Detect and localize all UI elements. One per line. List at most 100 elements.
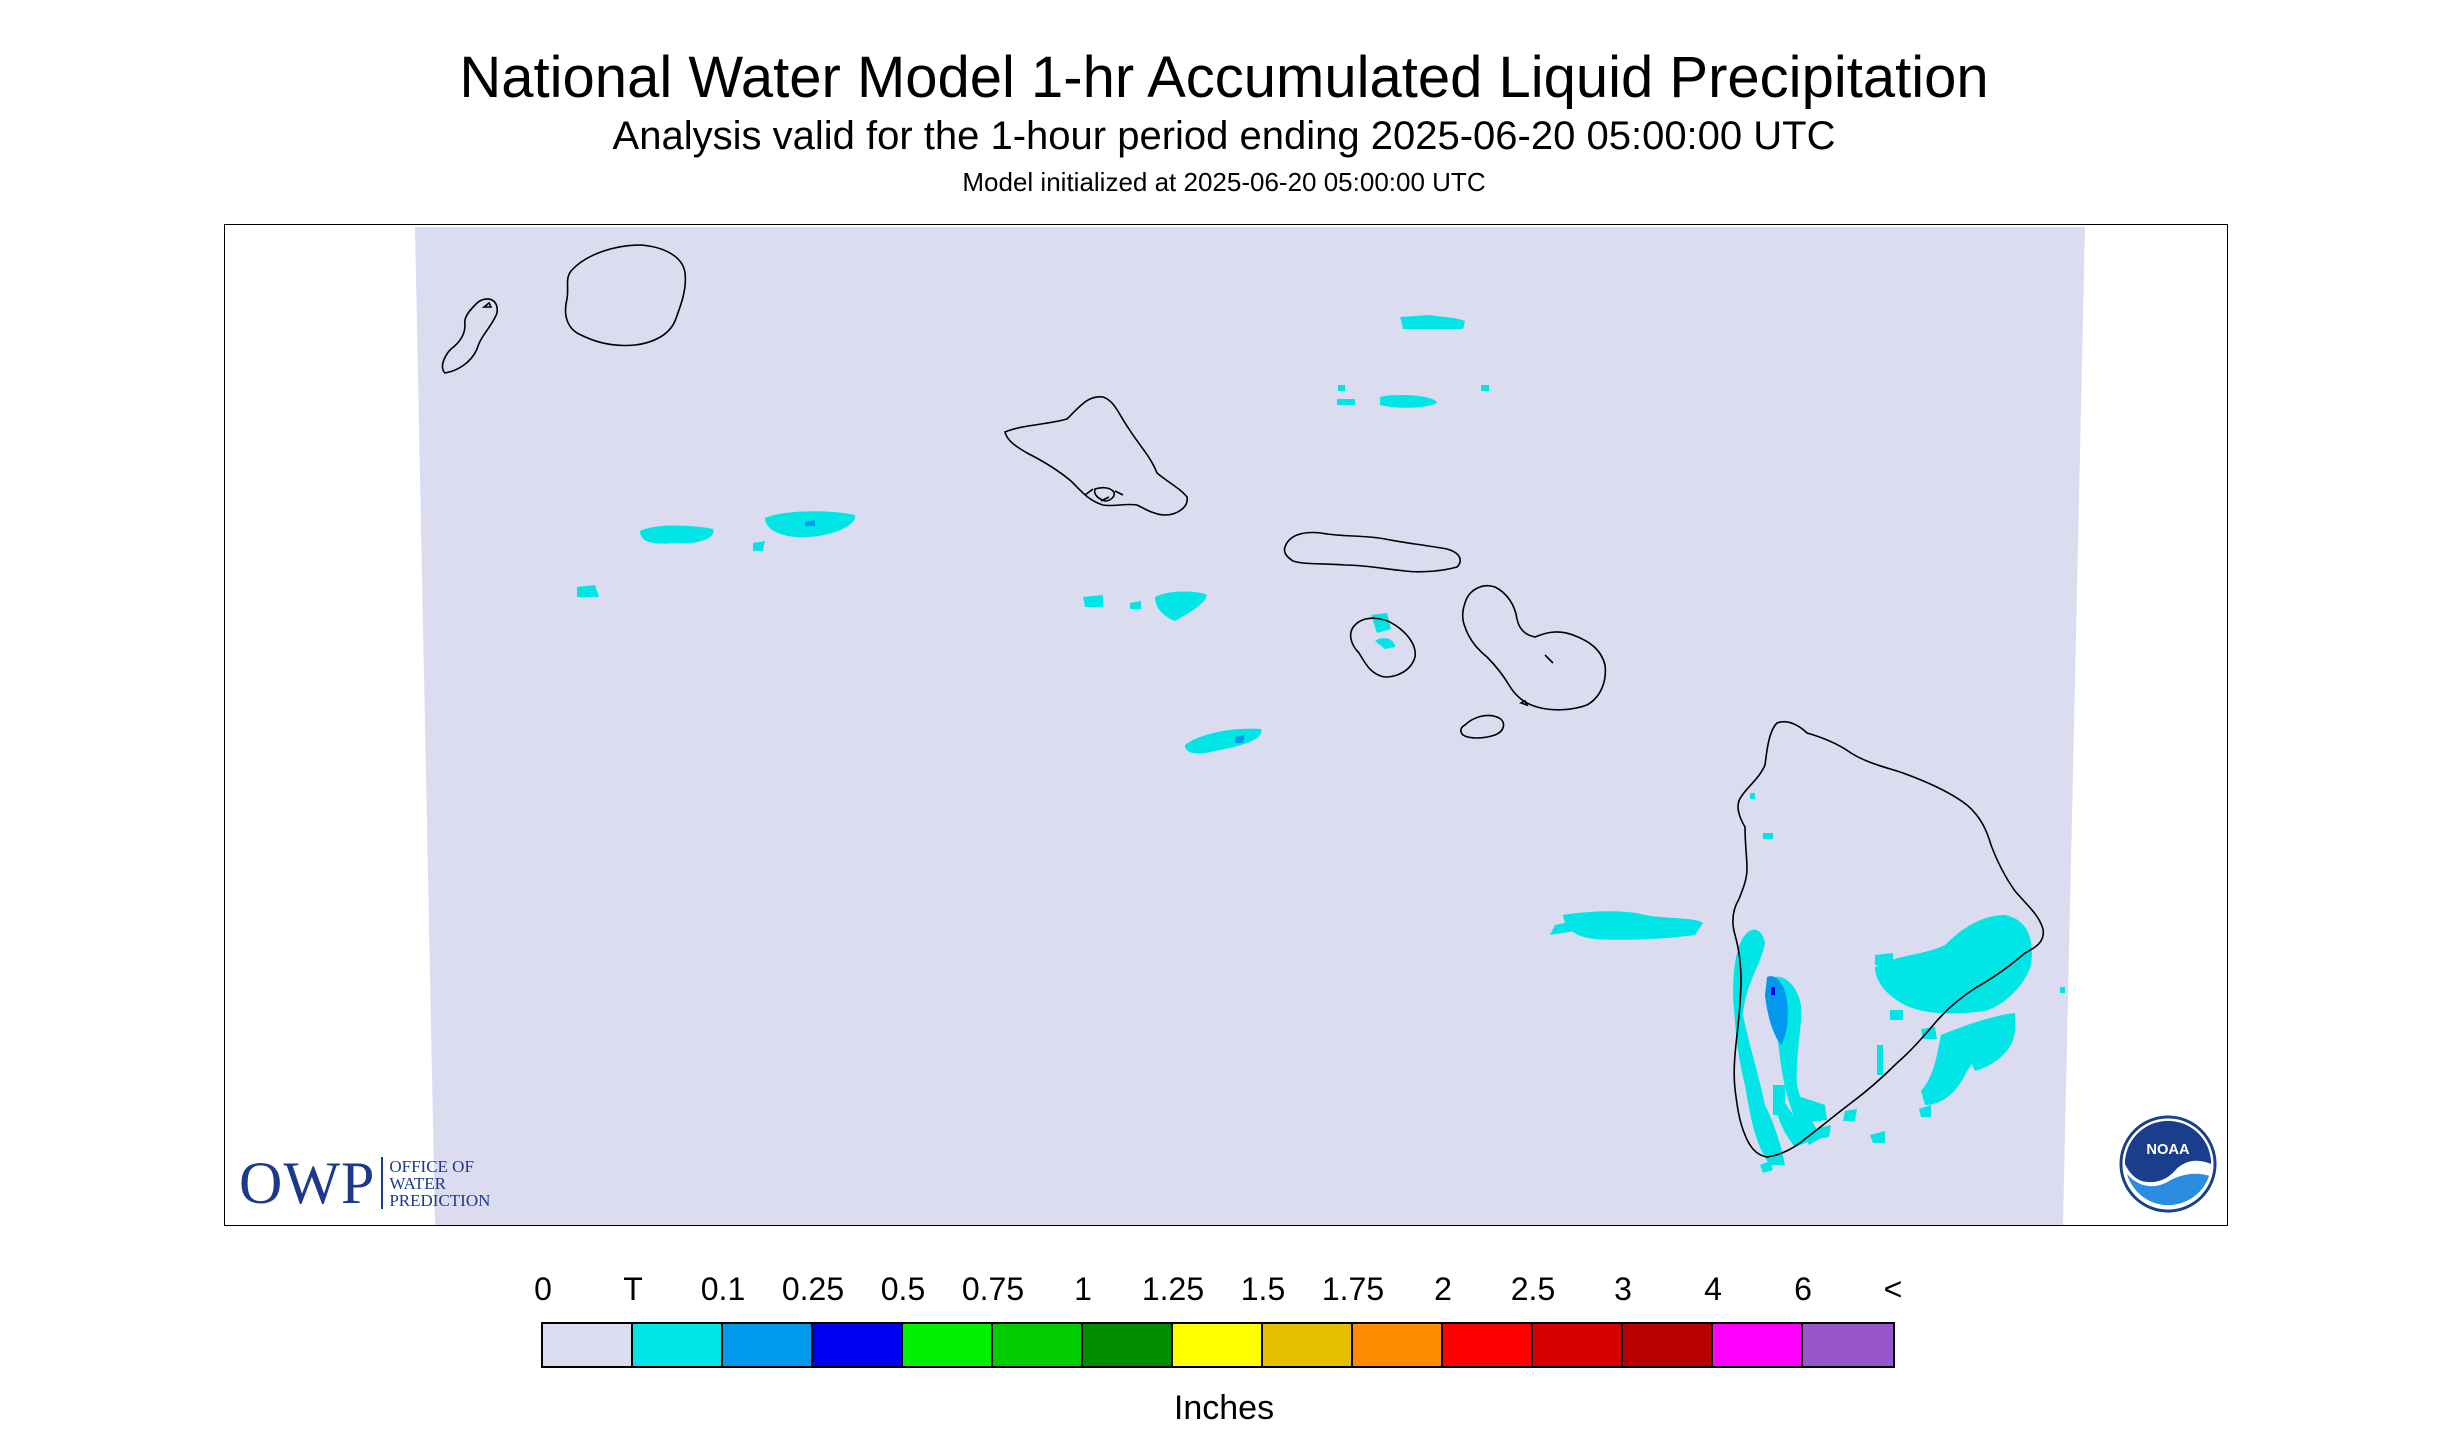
precipitation-map [415, 227, 2085, 1225]
legend-label: 1.5 [1240, 1271, 1286, 1307]
legend-units: Inches [1173, 1389, 1275, 1427]
precip-patch [1921, 1013, 2015, 1105]
precip-patch [1875, 915, 2032, 1014]
legend-swatch [543, 1324, 633, 1366]
legend-swatch [633, 1324, 723, 1366]
precip-patch [1877, 1045, 1883, 1075]
precip-patch [1843, 1109, 1857, 1121]
precip-patch [1965, 1031, 2015, 1071]
coastline-pearl-harbor [1093, 486, 1116, 502]
legend-label: 0.5 [880, 1271, 926, 1307]
legend-label: 2 [1434, 1271, 1452, 1307]
precip-patch [1919, 1105, 1931, 1117]
legend-swatch [1083, 1324, 1173, 1366]
legend-label: 0 [534, 1271, 552, 1307]
legend-swatch [1263, 1324, 1353, 1366]
precip-patch [1235, 735, 1245, 743]
owp-logo-text: OFFICE OF WATER PREDICTION [389, 1158, 490, 1209]
coastline-molokini [1518, 699, 1529, 707]
coastline-kahoolawe [1460, 714, 1505, 739]
legend-swatch [1443, 1324, 1533, 1366]
precip-patch [1400, 315, 1465, 329]
model-domain [415, 227, 2085, 1225]
legend-label: 1.25 [1141, 1271, 1205, 1307]
legend-label: 1.75 [1321, 1271, 1385, 1307]
legend-label: < [1883, 1271, 1903, 1307]
precip-patch [1643, 919, 1655, 925]
precip-patch [1375, 638, 1395, 649]
precip-patch [1155, 591, 1207, 621]
precip-patch [1795, 1095, 1827, 1123]
precip-patch [1760, 1161, 1773, 1173]
legend-swatch [1533, 1324, 1623, 1366]
legend-label: 6 [1794, 1271, 1812, 1307]
precip-patch [753, 541, 765, 551]
coastline-molokai [1283, 531, 1461, 573]
noaa-logo-text: NOAA [2146, 1142, 2190, 1158]
precip-moderate-cores [1771, 987, 1775, 995]
noaa-logo-lower [2126, 1173, 2210, 1206]
legend-label: T [623, 1271, 643, 1307]
map-panel: OWP OFFICE OF WATER PREDICTION NOAA [224, 224, 2228, 1226]
legend-swatch [1173, 1324, 1263, 1366]
noaa-logo-upper [2124, 1120, 2212, 1183]
coastline-oahu [1004, 395, 1188, 516]
owp-logo-letters: OWP [239, 1150, 376, 1216]
precip-patch [1774, 1085, 1813, 1147]
owp-logo: OWP OFFICE OF WATER PREDICTION [239, 1150, 490, 1216]
precip-patch [1771, 987, 1775, 995]
legend-label: 1 [1074, 1271, 1092, 1307]
legend-label: 4 [1704, 1271, 1722, 1307]
precip-light-cores [805, 520, 1788, 1045]
legend-label: 0.1 [700, 1271, 746, 1307]
legend-label: 3 [1614, 1271, 1632, 1307]
coastline-lanai [1349, 617, 1417, 678]
coastline-pearl-harbor-lochs [1084, 488, 1124, 502]
precip-patch [805, 520, 815, 526]
precip-patch [1773, 1085, 1785, 1115]
model-init-line: Model initialized at 2025-06-20 05:00:00… [962, 167, 1486, 197]
precip-patch [1733, 929, 1785, 1165]
noaa-logo: NOAA [2119, 1115, 2217, 1213]
coastline-niihau [441, 298, 498, 374]
precip-patch [1563, 911, 1703, 940]
coastline-hawaii [1732, 720, 2045, 1158]
precip-patch [1185, 728, 1262, 754]
precip-patch [1130, 601, 1141, 609]
precip-patch [1083, 595, 1103, 607]
legend-label: 2.5 [1510, 1271, 1556, 1307]
coastline-kauai [564, 244, 687, 347]
owp-logo-line3: PREDICTION [389, 1190, 491, 1210]
legend-label: 0.75 [961, 1271, 1025, 1307]
owp-logo-line1: OFFICE OF [389, 1156, 474, 1176]
map-subtitle: Analysis valid for the 1-hour period end… [612, 114, 1836, 158]
legend-swatch [1713, 1324, 1803, 1366]
precip-patch [1380, 395, 1437, 408]
owp-logo-line2: WATER [389, 1173, 447, 1193]
legend-colorbar [541, 1322, 1895, 1368]
precip-patch [640, 525, 714, 544]
precip-patch [1765, 976, 1788, 1045]
precip-patch [577, 585, 599, 597]
owp-logo-divider [381, 1157, 384, 1209]
precip-patch [2060, 987, 2065, 993]
map-title: National Water Model 1-hr Accumulated Li… [459, 45, 1989, 110]
precip-patch [1957, 1001, 1965, 1007]
legend-swatch [1803, 1324, 1893, 1366]
coastline-kahului-bay [1544, 654, 1554, 664]
legend-swatch [903, 1324, 993, 1366]
coastlines [441, 244, 2045, 1158]
legend-swatch [723, 1324, 813, 1366]
coastline-lehua [481, 301, 493, 308]
legend-label: 0.25 [781, 1271, 845, 1307]
precip-patch [1875, 953, 1893, 965]
precip-patch [1870, 1131, 1885, 1143]
precip-patch [1750, 793, 1755, 799]
legend-swatch [1353, 1324, 1443, 1366]
precip-patch [1338, 385, 1345, 391]
legend-swatch [993, 1324, 1083, 1366]
precip-patch [1481, 385, 1489, 391]
precip-patch [1337, 399, 1355, 405]
legend-swatch [1623, 1324, 1713, 1366]
precip-patch [1921, 1027, 1937, 1039]
